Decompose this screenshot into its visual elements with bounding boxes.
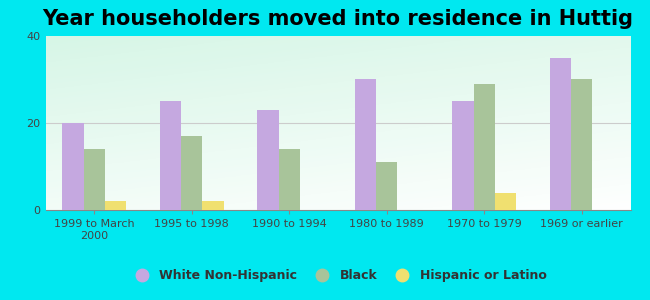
Bar xyxy=(376,162,398,210)
Bar xyxy=(376,162,398,210)
Bar xyxy=(550,58,571,210)
Bar xyxy=(550,58,571,210)
Legend: White Non-Hispanic, Black, Hispanic or Latino: White Non-Hispanic, Black, Hispanic or L… xyxy=(124,264,552,287)
Title: Year householders moved into residence in Huttig: Year householders moved into residence i… xyxy=(42,9,634,29)
Bar xyxy=(452,101,473,210)
Bar xyxy=(571,80,592,210)
Bar xyxy=(62,123,83,210)
Bar xyxy=(257,110,278,210)
Bar xyxy=(160,101,181,210)
Bar xyxy=(160,101,181,210)
Bar xyxy=(105,201,126,210)
Bar xyxy=(83,149,105,210)
Bar xyxy=(452,101,473,210)
Bar xyxy=(473,84,495,210)
Bar xyxy=(278,149,300,210)
Bar xyxy=(571,80,592,210)
Bar xyxy=(83,149,105,210)
Bar xyxy=(181,136,203,210)
Bar xyxy=(257,110,278,210)
Bar xyxy=(203,201,224,210)
Bar xyxy=(181,136,203,210)
Bar xyxy=(355,80,376,210)
Bar xyxy=(278,149,300,210)
Bar xyxy=(203,201,224,210)
Bar xyxy=(495,193,516,210)
Bar xyxy=(495,193,516,210)
Bar xyxy=(62,123,83,210)
Bar xyxy=(473,84,495,210)
Bar xyxy=(355,80,376,210)
Bar xyxy=(105,201,126,210)
